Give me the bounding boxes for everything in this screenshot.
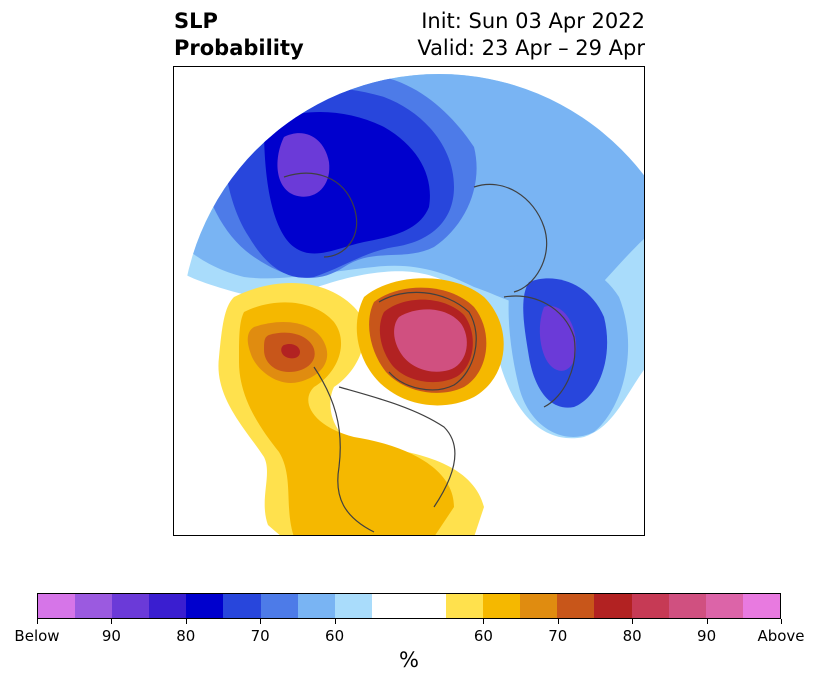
colorbar-label: 60 (325, 627, 345, 645)
colorbar-segment (705, 594, 743, 618)
colorbar-segment (483, 594, 521, 618)
colorbar-tick (483, 619, 485, 624)
colorbar-tick (632, 619, 634, 624)
map-title-left: SLP Probability (174, 8, 304, 62)
colorbar-segment (297, 594, 335, 618)
colorbar-segment (557, 594, 595, 618)
init-date: Init: Sun 03 Apr 2022 (421, 9, 645, 33)
colorbar-segment (446, 594, 484, 618)
colorbar-segment (149, 594, 187, 618)
colorbar-label: 80 (176, 627, 196, 645)
colorbar-segment (371, 594, 409, 618)
colorbar-tick (706, 619, 708, 624)
colorbar-segment (742, 594, 780, 618)
colorbar-label: 60 (473, 627, 493, 645)
colorbar-tick (334, 619, 336, 624)
colorbar-label: Below (14, 627, 60, 645)
colorbar-label: 70 (250, 627, 270, 645)
colorbar-tick (260, 619, 262, 624)
valid-range: Valid: 23 Apr – 29 Apr (417, 36, 645, 60)
colorbar-label: Above (757, 627, 805, 645)
colorbar-label: 80 (622, 627, 642, 645)
colorbar-segment (38, 594, 76, 618)
colorbar-tick (37, 619, 38, 624)
map-disc (181, 74, 644, 535)
colorbar-segment (668, 594, 706, 618)
colorbar-label: 90 (101, 627, 121, 645)
colorbar-segment (520, 594, 558, 618)
colorbar-segment (334, 594, 372, 618)
colorbar-label: 70 (548, 627, 568, 645)
coastlines (283, 172, 576, 533)
colorbar-tick (111, 619, 113, 624)
colorbar-tick (557, 619, 559, 624)
colorbar-tick (781, 619, 782, 624)
below-region-core (277, 133, 330, 197)
colorbar-segment (594, 594, 632, 618)
title-variable: SLP (174, 9, 218, 33)
colorbar-segment (631, 594, 669, 618)
colorbar-segment (408, 594, 447, 618)
above-region-greenland-core (394, 309, 467, 372)
colorbar-label: 90 (697, 627, 717, 645)
above-region-90 (281, 343, 300, 359)
map-panel (173, 66, 645, 536)
colorbar-segment (186, 594, 224, 618)
probability-map (181, 74, 644, 535)
colorbar-segment (112, 594, 150, 618)
title-product: Probability (174, 36, 304, 60)
colorbar-segment (223, 594, 261, 618)
map-title-right: Init: Sun 03 Apr 2022 Valid: 23 Apr – 29… (417, 8, 645, 62)
colorbar-segment (260, 594, 298, 618)
colorbar-tick (185, 619, 187, 624)
colorbar-segment (75, 594, 113, 618)
colorbar (37, 593, 781, 619)
colorbar-unit: % (399, 648, 419, 672)
